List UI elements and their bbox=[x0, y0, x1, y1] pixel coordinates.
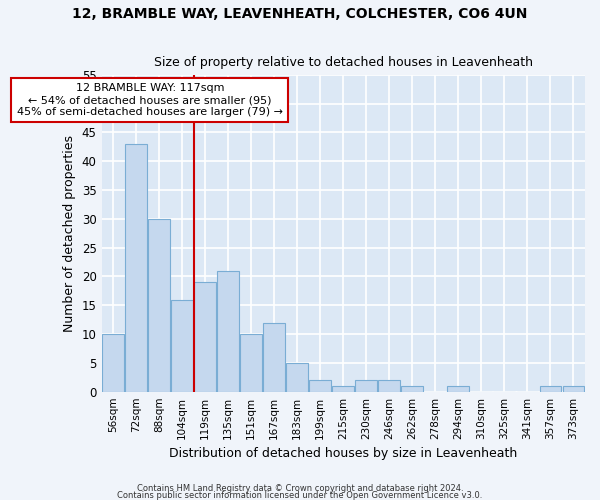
Text: 12 BRAMBLE WAY: 117sqm
← 54% of detached houses are smaller (95)
45% of semi-det: 12 BRAMBLE WAY: 117sqm ← 54% of detached… bbox=[17, 84, 283, 116]
Bar bbox=[379, 380, 400, 392]
Text: Contains public sector information licensed under the Open Government Licence v3: Contains public sector information licen… bbox=[118, 490, 482, 500]
Bar bbox=[240, 334, 262, 392]
X-axis label: Distribution of detached houses by size in Leavenheath: Distribution of detached houses by size … bbox=[169, 447, 517, 460]
Title: Size of property relative to detached houses in Leavenheath: Size of property relative to detached ho… bbox=[154, 56, 533, 70]
Y-axis label: Number of detached properties: Number of detached properties bbox=[63, 135, 76, 332]
Text: 12, BRAMBLE WAY, LEAVENHEATH, COLCHESTER, CO6 4UN: 12, BRAMBLE WAY, LEAVENHEATH, COLCHESTER… bbox=[73, 8, 527, 22]
Bar bbox=[355, 380, 377, 392]
Bar bbox=[448, 386, 469, 392]
Text: Contains HM Land Registry data © Crown copyright and database right 2024.: Contains HM Land Registry data © Crown c… bbox=[137, 484, 463, 493]
Bar bbox=[563, 386, 584, 392]
Bar bbox=[332, 386, 354, 392]
Bar bbox=[217, 270, 239, 392]
Bar bbox=[148, 219, 170, 392]
Bar bbox=[102, 334, 124, 392]
Bar bbox=[309, 380, 331, 392]
Bar bbox=[194, 282, 216, 392]
Bar bbox=[263, 322, 285, 392]
Bar bbox=[286, 363, 308, 392]
Bar bbox=[539, 386, 562, 392]
Bar bbox=[401, 386, 423, 392]
Bar bbox=[125, 144, 147, 392]
Bar bbox=[171, 300, 193, 392]
